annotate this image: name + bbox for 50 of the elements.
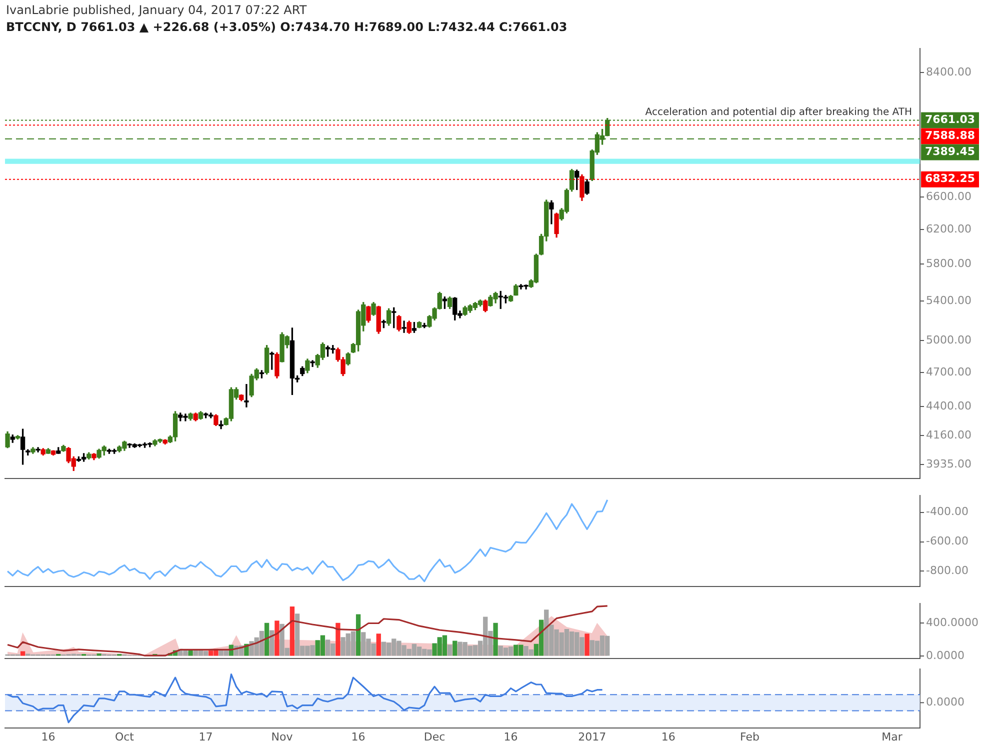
y-tick-label: 3935.00 (926, 457, 972, 470)
candlestick (36, 447, 40, 452)
y-tick-label: 0.0000 (926, 648, 964, 662)
x-tick-label: Feb (740, 730, 760, 744)
x-tick-label: Nov (271, 730, 294, 744)
y-tick-label: 4160.00 (926, 428, 972, 442)
x-tick-label: 16 (504, 730, 518, 744)
bar (447, 644, 452, 656)
y-tick-label: 400.0000 (926, 616, 978, 629)
bar (270, 630, 274, 656)
x-tick-label: 17 (198, 730, 213, 744)
y-tick-label: -600.00 (926, 534, 968, 548)
y-tick-label: -800.00 (926, 564, 968, 578)
x-tick-label: 2017 (578, 730, 606, 744)
bar (20, 651, 26, 656)
x-tick-label: Dec (424, 730, 446, 744)
ref-line-label: 7389.45 (924, 145, 976, 158)
bar (96, 653, 102, 656)
bar (356, 614, 361, 656)
y-tick-label: 4700.00 (926, 366, 972, 378)
chart-title: IvanLabrie published, January 04, 2017 07:22 ART (6, 2, 308, 19)
y-tick-label: 5400.00 (926, 294, 972, 307)
chart-subtitle: BTCCNY, D 7661.03 ▲ +226.68 (+3.05%) O:7434.70 H:7689.00 L:7432.44 C:7661.03 (6, 19, 568, 36)
bar (452, 640, 458, 656)
y-tick-label: -400.00 (926, 505, 968, 518)
ref-line-label: 7661.03 (924, 113, 976, 126)
bar (493, 622, 498, 656)
y-tick-label: 5000.00 (926, 334, 972, 347)
candlestick (402, 320, 406, 333)
x-tick-label: Mar (882, 730, 903, 744)
bar (584, 634, 590, 656)
ref-line-label: 6832.25 (924, 172, 976, 186)
ref-line-label: 7588.88 (924, 129, 976, 142)
candlestick (310, 360, 315, 367)
x-tick-label: 16 (661, 730, 676, 744)
y-tick-label: 8400.00 (926, 65, 972, 78)
annotation: Acceleration and potential dip after breaking the ATH (645, 106, 912, 118)
y-tick-label: 5800.00 (926, 256, 972, 270)
bar (376, 634, 381, 656)
bar (336, 622, 340, 656)
bar (274, 620, 280, 656)
y-tick-label: 6200.00 (926, 222, 972, 236)
bar (264, 622, 270, 656)
x-tick-label: 16 (41, 730, 56, 744)
candlestick (244, 384, 249, 408)
y-tick-label: 6600.00 (926, 190, 972, 204)
bar (290, 606, 295, 656)
y-tick-label: 4400.00 (926, 400, 972, 413)
x-tick-label: Oct (114, 730, 135, 744)
x-tick-label: 16 (351, 730, 366, 744)
